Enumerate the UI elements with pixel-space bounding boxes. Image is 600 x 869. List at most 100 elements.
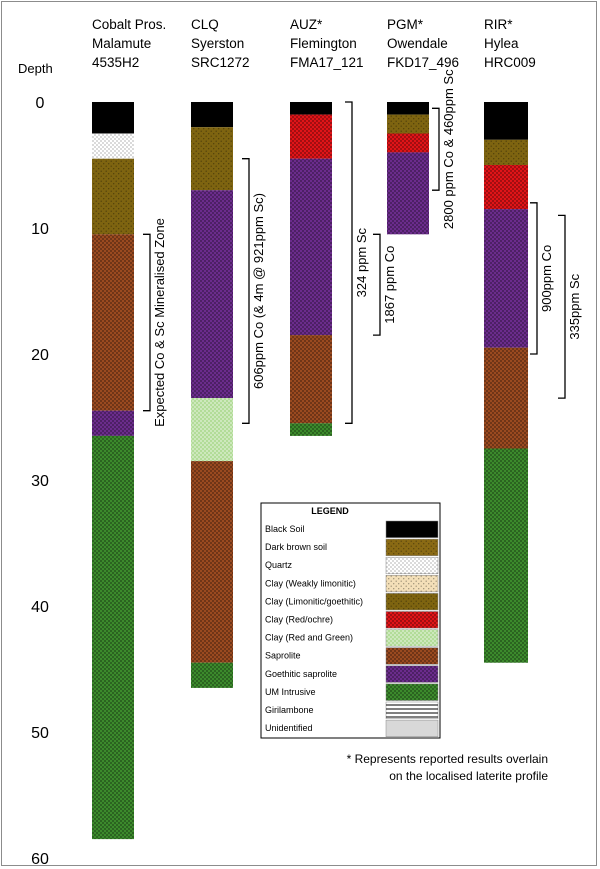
depth-tick-label: 10 xyxy=(31,221,49,238)
drill-hole-2: CLQ Syerston SRC1272 606ppm Co (& 4m @ 921p… xyxy=(191,17,266,688)
depth-tick-label: 30 xyxy=(31,473,49,490)
hole-title-line: AUZ* xyxy=(290,17,323,32)
legend-swatch-texture xyxy=(386,575,438,592)
legend-item-label: UM Intrusive xyxy=(265,687,316,697)
bracket-label: 324 ppm Sc xyxy=(354,227,369,297)
legend-swatch-texture xyxy=(386,647,438,665)
interval-black-soil xyxy=(92,102,134,134)
legend-swatch-texture xyxy=(386,702,438,719)
legend-item: Clay (Red/ochre) xyxy=(265,611,439,629)
legend-item: Quartz xyxy=(265,556,439,575)
interval-black-soil xyxy=(191,102,233,128)
interval-texture xyxy=(92,158,134,235)
legend-swatch-texture xyxy=(386,683,438,701)
legend-item-label: Quartz xyxy=(265,560,293,570)
bracket-label: Expected Co & Sc Mineralised Zone xyxy=(152,218,167,427)
footnote-line-2: on the localised laterite profile xyxy=(389,769,548,783)
hole-title-line: FKD17_496 xyxy=(387,55,459,70)
footnote-line-1: * Represents reported results overlain xyxy=(347,752,548,766)
depth-tick-label: 60 xyxy=(31,851,49,868)
interval-texture xyxy=(387,133,429,153)
legend-item: UM Intrusive xyxy=(265,683,439,701)
interval-texture xyxy=(484,209,528,348)
hole-title-line: Flemington xyxy=(290,36,357,51)
legend-item-label: Saprolite xyxy=(265,651,301,661)
hole-title-line: Cobalt Pros. xyxy=(92,17,166,32)
interval-texture xyxy=(484,139,528,165)
drill-holes: Cobalt Pros. Malamute 4535H2 Expected Co & … xyxy=(92,17,582,840)
interval-texture xyxy=(92,133,134,159)
legend-swatch xyxy=(385,520,439,538)
interval-texture xyxy=(484,347,528,449)
interval-texture xyxy=(191,127,233,191)
interval-texture xyxy=(484,448,528,663)
interval-bracket xyxy=(558,214,566,399)
interval-texture xyxy=(290,423,332,436)
hole-title-line: HRC009 xyxy=(484,55,536,70)
legend-item: Saprolite xyxy=(265,647,439,665)
interval-texture xyxy=(191,461,233,663)
hole-title-line: Hylea xyxy=(484,36,519,51)
hole-title-line: CLQ xyxy=(191,17,219,32)
legend-swatch-texture xyxy=(386,629,438,647)
legend-title: LEGEND xyxy=(311,506,349,516)
hole-title-line: Malamute xyxy=(92,36,151,51)
interval-bracket xyxy=(432,107,440,191)
legend-swatch-texture xyxy=(386,593,438,610)
drill-hole-5: RIR* Hylea HRC009 900ppm Co 335ppm Sc xyxy=(484,17,582,663)
interval-bracket xyxy=(530,202,538,355)
legend-item: Goethitic saprolite xyxy=(265,665,439,683)
legend-item: Clay (Limonitic/goethitic) xyxy=(265,593,439,611)
legend-item: Clay (Weakly limonitic) xyxy=(265,575,439,593)
hole-title-line: FMA17_121 xyxy=(290,55,364,70)
interval-bracket xyxy=(242,158,250,424)
legend-item-label: Girilambone xyxy=(265,705,314,715)
hole-title-line: Owendale xyxy=(387,36,448,51)
legend-items: Black Soil Dark brown soil Quartz Clay (Wea… xyxy=(265,520,439,737)
drill-hole-1: Cobalt Pros. Malamute 4535H2 Expected Co & … xyxy=(92,17,167,840)
legend-swatch-texture xyxy=(386,539,438,556)
hole-title-line: Syerston xyxy=(191,36,244,51)
interval-texture xyxy=(387,114,429,134)
depth-tick-label: 0 xyxy=(36,95,45,112)
interval-texture xyxy=(290,158,332,336)
legend-item-label: Black Soil xyxy=(265,524,305,534)
interval-texture xyxy=(290,335,332,424)
hole-title-line: RIR* xyxy=(484,17,513,32)
interval-texture xyxy=(92,410,134,436)
legend-swatch-texture xyxy=(386,557,438,574)
interval-bracket xyxy=(143,233,151,412)
legend-item: Dark brown soil xyxy=(265,538,439,556)
hole-title-line: PGM* xyxy=(387,17,424,32)
interval-black-soil xyxy=(484,102,528,140)
depth-tick-label: 20 xyxy=(31,347,49,364)
legend-item: Clay (Red and Green) xyxy=(265,629,439,647)
legend: LEGEND Black Soil Dark brown soil Quartz Cl… xyxy=(260,502,441,739)
legend-item-label: Goethitic saprolite xyxy=(265,669,337,679)
depth-tick-label: 50 xyxy=(31,725,49,742)
bracket-label: 900ppm Co xyxy=(539,245,554,312)
legend-item: Unidentified xyxy=(265,719,439,737)
bracket-label: 335ppm Sc xyxy=(567,273,582,339)
interval-black-soil xyxy=(387,102,429,115)
interval-texture xyxy=(484,165,528,210)
interval-texture xyxy=(191,662,233,688)
depth-axis-label: Depth xyxy=(18,61,53,76)
hole-title-line: SRC1272 xyxy=(191,55,250,70)
interval-texture xyxy=(290,114,332,159)
interval-texture xyxy=(92,234,134,411)
depth-tick-label: 40 xyxy=(31,599,49,616)
interval-texture xyxy=(92,435,134,840)
interval-black-soil xyxy=(290,102,332,115)
legend-item-label: Clay (Red/ochre) xyxy=(265,615,333,625)
interval-texture xyxy=(387,152,429,235)
depth-axis-ticks: 0 10 20 30 40 50 60 xyxy=(31,95,49,868)
legend-item-label: Clay (Weakly limonitic) xyxy=(265,578,356,588)
interval-bracket xyxy=(373,233,381,336)
drill-hole-3: AUZ* Flemington FMA17_121 324 ppm Sc 1867 pp… xyxy=(290,17,397,436)
legend-item: Black Soil xyxy=(265,520,439,538)
bracket-label: 2800 ppm Co & 460ppm Sc xyxy=(441,69,456,229)
